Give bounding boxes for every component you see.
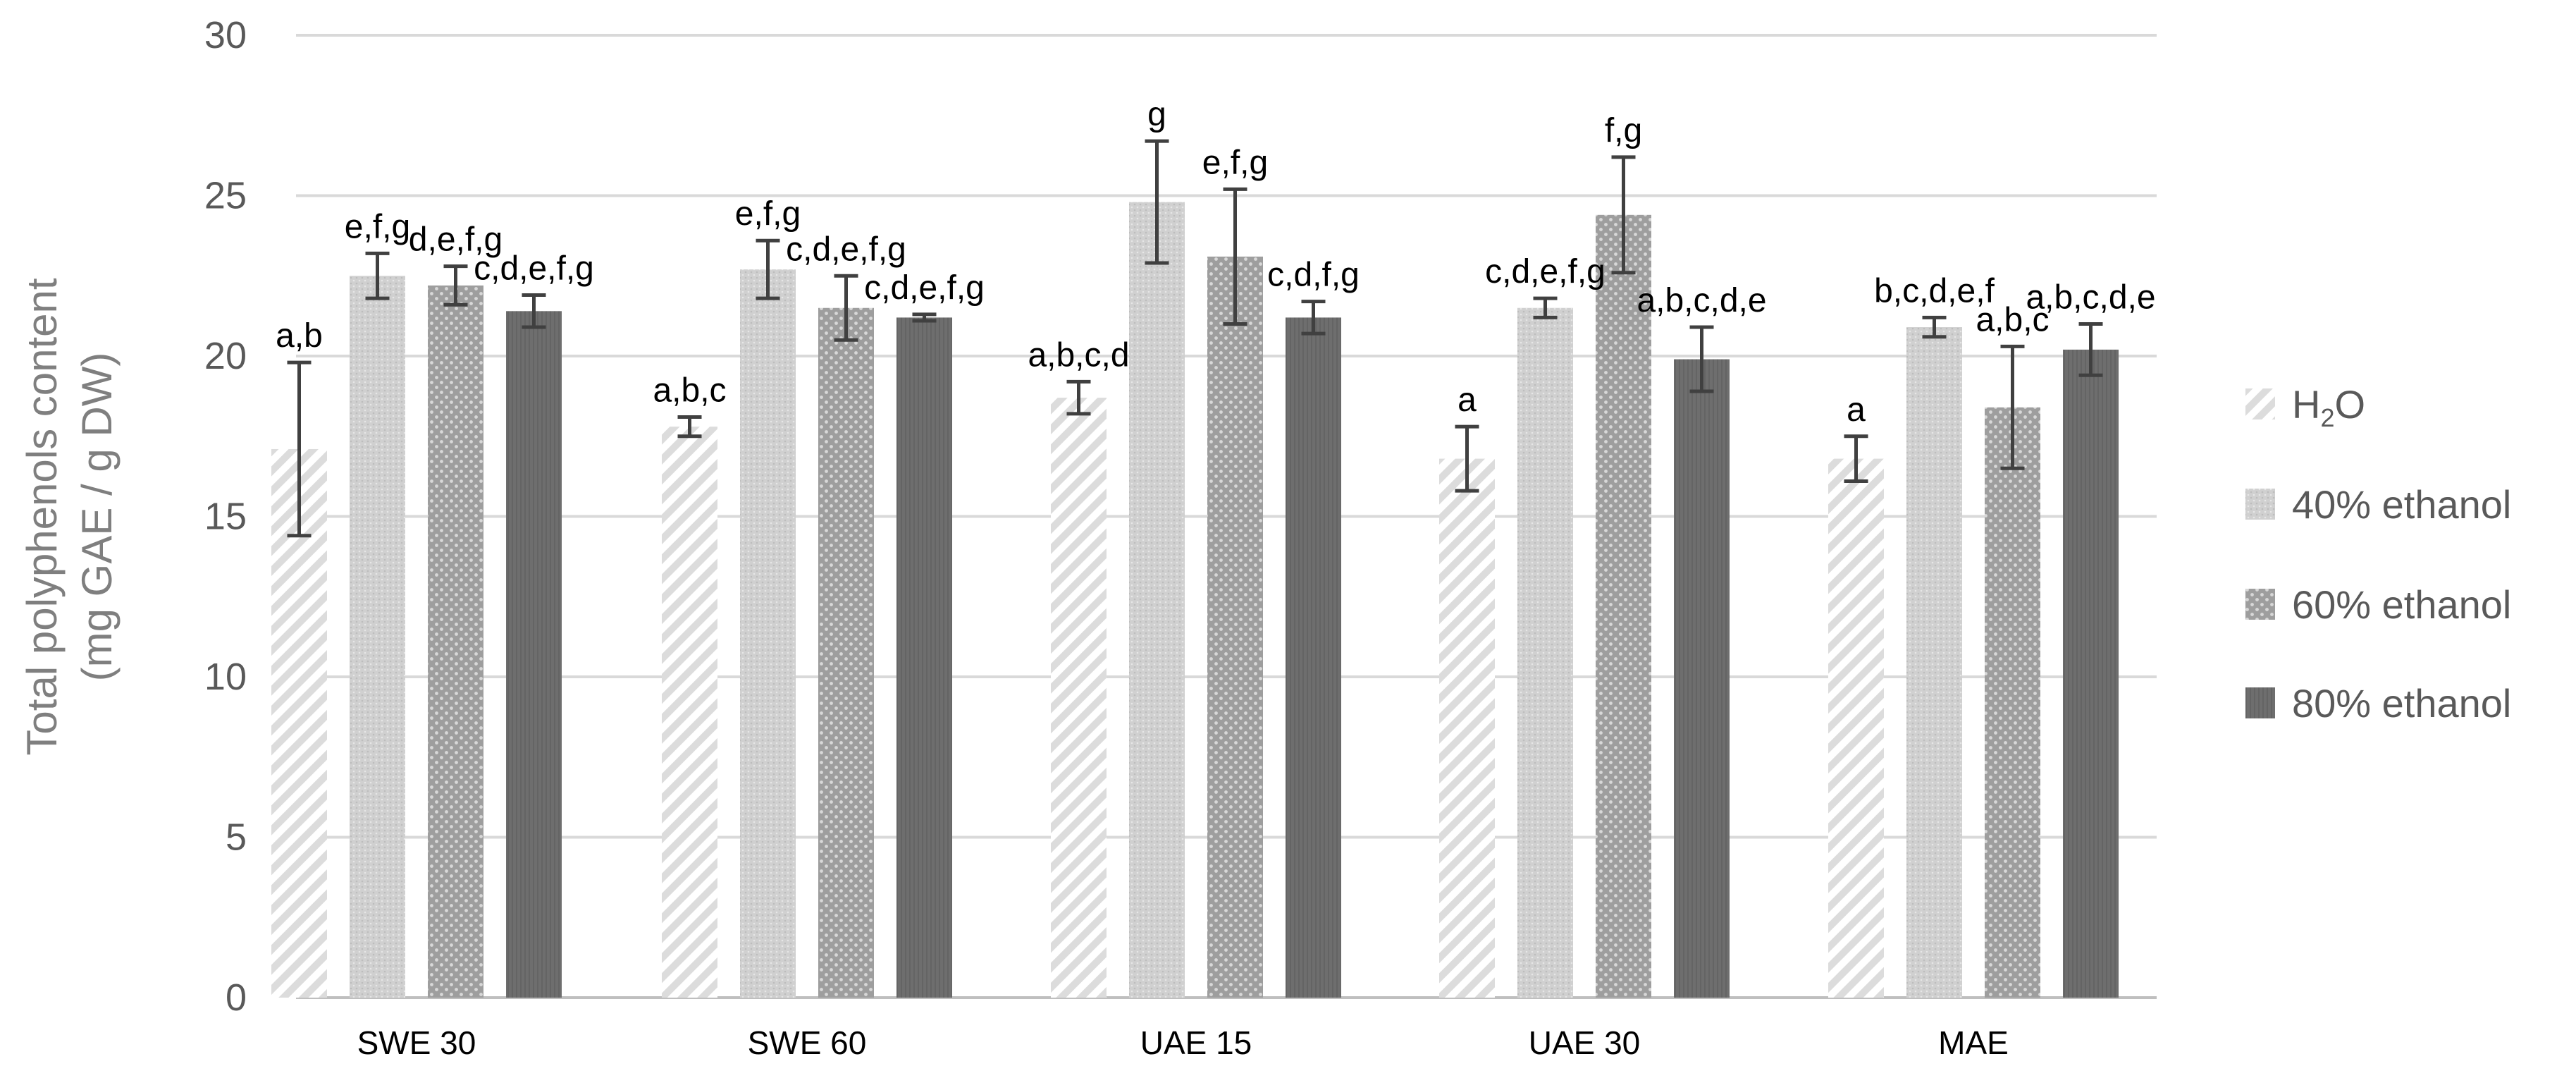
significance-label: a: [1458, 381, 1477, 419]
legend-label-part: H: [2292, 382, 2320, 427]
significance-label: c,d,e,f,g: [474, 250, 594, 288]
legend-swatch: [2245, 388, 2275, 419]
error-bar: [1922, 315, 1947, 339]
legend-swatch: [2245, 489, 2275, 520]
bar: [1129, 202, 1185, 998]
significance-label: e,f,g: [735, 195, 801, 233]
significance-label: a,b,c: [653, 372, 726, 409]
bar: [1596, 214, 1651, 998]
error-bar: [677, 415, 702, 439]
bar: [1906, 327, 1962, 998]
significance-label: a: [1847, 391, 1866, 429]
error-bar: [2078, 322, 2103, 377]
y-tick-label: 30: [204, 14, 247, 56]
bar: [1286, 317, 1341, 998]
significance-label: b,c,d,e,f: [1874, 272, 1995, 310]
legend-label: 60% ethanol: [2292, 582, 2511, 627]
significance-label: g: [1147, 96, 1166, 133]
error-bar: [1066, 379, 1091, 416]
x-tick-label: UAE 15: [1140, 1024, 1252, 1061]
axes: 0 5 10 15 20 25 30 Total polyphenols content (mg…: [18, 14, 2009, 1061]
error-bar: [287, 360, 312, 538]
x-tick-label: SWE 60: [748, 1024, 867, 1061]
x-tick-label: SWE 30: [357, 1024, 476, 1061]
significance-label: a,b,c: [1976, 301, 2049, 338]
bar: [896, 317, 952, 998]
legend-item: 60% ethanol: [2245, 582, 2511, 627]
bar: [428, 285, 483, 998]
error-bar: [1611, 155, 1636, 275]
bar: [2063, 349, 2119, 998]
y-tick-label: 10: [204, 656, 247, 698]
bar: [818, 307, 874, 998]
legend-item: H2O: [2245, 382, 2365, 432]
significance-label: a,b,c,d,e: [1637, 282, 1766, 319]
legend-swatch: [2245, 589, 2275, 620]
significance-label: e,f,g: [345, 208, 410, 245]
data-labels: a,b a,b,c a,b,c,d a a e,f,g e,f,g g c,d,e,f,g b,c…: [276, 96, 2155, 429]
significance-label: a,b,c,d: [1028, 336, 1129, 374]
legend-label: 40% ethanol: [2292, 482, 2511, 527]
significance-label: c,d,e,f,g: [1485, 253, 1606, 290]
legend-label-subscript: 2: [2320, 403, 2334, 432]
error-bar: [834, 274, 858, 342]
legend-label-part: O: [2334, 382, 2365, 427]
legend-label: H2O: [2292, 382, 2365, 432]
y-axis-title-line: (mg GAE / g DW): [73, 353, 121, 682]
bars: [271, 139, 2119, 998]
error-bar: [522, 293, 546, 329]
significance-label: c,d,e,f,g: [864, 269, 985, 307]
bar: [1207, 256, 1263, 998]
bar: [1439, 458, 1495, 998]
error-bar: [1533, 296, 1558, 319]
bar: [1517, 307, 1573, 998]
error-bar: [1455, 424, 1479, 493]
legend-item: 40% ethanol: [2245, 482, 2511, 527]
error-bar: [1844, 434, 1868, 483]
significance-label: a,b: [276, 317, 323, 355]
error-bar: [912, 312, 937, 323]
x-tick-label: MAE: [1938, 1024, 2009, 1061]
error-bar: [1223, 187, 1247, 326]
legend-item: 80% ethanol: [2245, 681, 2511, 725]
legend: H2O 40% ethanol 60% ethanol 80% ethanol: [2245, 382, 2511, 725]
significance-label: f,g: [1605, 112, 1642, 149]
error-bar: [1145, 139, 1169, 265]
error-bar: [1301, 300, 1326, 336]
bar: [1674, 359, 1730, 998]
bar: [1051, 398, 1107, 998]
legend-label: 80% ethanol: [2292, 681, 2511, 725]
y-tick-label: 5: [226, 816, 247, 859]
significance-label: a,b,c,d,e: [2026, 279, 2155, 317]
y-tick-label: 25: [204, 175, 247, 217]
bar: [662, 427, 717, 998]
significance-label: c,d,f,g: [1267, 257, 1360, 294]
significance-label: c,d,e,f,g: [786, 231, 906, 268]
bar: [740, 269, 796, 998]
bar: [506, 311, 562, 998]
y-axis-title: Total polyphenols content (mg GAE / g DW): [18, 278, 121, 755]
y-tick-label: 0: [226, 976, 247, 1019]
error-bar: [2000, 344, 2025, 470]
y-axis-title-line: Total polyphenols content: [18, 278, 66, 755]
legend-swatch: [2245, 687, 2275, 718]
error-bar: [365, 251, 390, 300]
significance-label: d,e,f,g: [409, 221, 503, 259]
significance-label: e,f,g: [1202, 144, 1268, 181]
y-tick-label: 15: [204, 496, 247, 538]
x-tick-label: UAE 30: [1529, 1024, 1641, 1061]
bar: [350, 276, 405, 998]
error-bar: [443, 264, 468, 307]
bar: [1828, 458, 1884, 998]
bar: [1985, 407, 2040, 998]
bar: [271, 448, 327, 998]
error-bar: [756, 238, 780, 300]
error-bar: [1689, 325, 1714, 393]
y-tick-label: 20: [204, 335, 247, 377]
